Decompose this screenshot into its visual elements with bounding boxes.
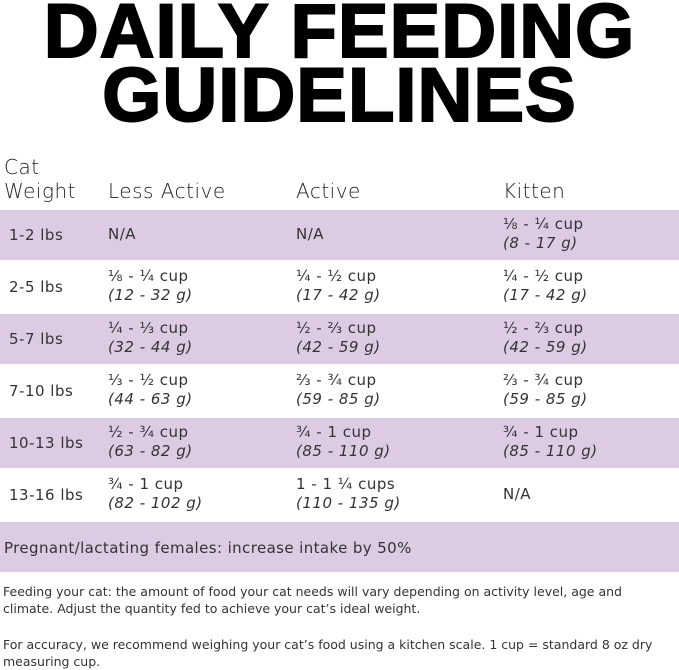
- active-cell: ¼ - ½ cup (17 - 42 g): [296, 267, 381, 305]
- cup-amount: ¾ - 1 cup: [296, 423, 372, 441]
- less-active-cell: ¾ - 1 cup (82 - 102 g): [108, 475, 203, 513]
- cup-amount: ⅔ - ¾ cup: [296, 371, 377, 389]
- table-row: 5-7 lbs ¼ - ⅓ cup (32 - 44 g) ½ - ⅔ cup (42 …: [0, 314, 679, 364]
- less-active-cell: ½ - ¾ cup (63 - 82 g): [108, 423, 193, 461]
- weight-cell: 10-13 lbs: [9, 434, 84, 452]
- cup-amount: ¼ - ½ cup: [503, 267, 584, 285]
- cup-amount: ¼ - ⅓ cup: [108, 319, 189, 337]
- cup-amount: ¾ - 1 cup: [503, 423, 579, 441]
- kitten-cell: ¾ - 1 cup (85 - 110 g): [503, 423, 598, 461]
- gram-amount: (59 - 85 g): [296, 390, 381, 408]
- less-active-cell: ⅓ - ½ cup (44 - 63 g): [108, 371, 193, 409]
- table-row: 7-10 lbs ⅓ - ½ cup (44 - 63 g) ⅔ - ¾ cup (59…: [0, 366, 679, 416]
- cup-amount: N/A: [108, 225, 137, 243]
- cup-amount: ½ - ⅔ cup: [503, 319, 584, 337]
- cup-amount: ¼ - ½ cup: [296, 267, 377, 285]
- active-cell: ⅔ - ¾ cup (59 - 85 g): [296, 371, 381, 409]
- header-weight-line1: Cat: [4, 155, 40, 179]
- active-cell: 1 - 1 ¼ cups (110 - 135 g): [296, 475, 401, 513]
- gram-amount: (85 - 110 g): [503, 442, 598, 460]
- weight-cell: 13-16 lbs: [9, 486, 84, 504]
- cup-amount: N/A: [503, 485, 532, 503]
- cup-amount: N/A: [296, 225, 325, 243]
- active-cell: ½ - ⅔ cup (42 - 59 g): [296, 319, 381, 357]
- gram-amount: (8 - 17 g): [503, 234, 578, 252]
- cup-amount: ¾ - 1 cup: [108, 475, 184, 493]
- kitten-cell: ⅔ - ¾ cup (59 - 85 g): [503, 371, 588, 409]
- weight-cell: 1-2 lbs: [9, 226, 64, 244]
- title-line-2: GUIDELINES: [101, 53, 577, 138]
- header-active: Active: [296, 179, 361, 203]
- weight-cell: 5-7 lbs: [9, 330, 64, 348]
- table-row: 13-16 lbs ¾ - 1 cup (82 - 102 g) 1 - 1 ¼ cu…: [0, 470, 679, 520]
- gram-amount: (82 - 102 g): [108, 494, 203, 512]
- cup-amount: ½ - ¾ cup: [108, 423, 189, 441]
- table-row: 1-2 lbs N/A N/A ⅛ - ¼ cup (8 - 17 g): [0, 210, 679, 260]
- active-cell: ¾ - 1 cup (85 - 110 g): [296, 423, 391, 461]
- cup-amount: ⅛ - ¼ cup: [108, 267, 189, 285]
- kitten-cell: ⅛ - ¼ cup (8 - 17 g): [503, 215, 584, 253]
- table-row: 10-13 lbs ½ - ¾ cup (63 - 82 g) ¾ - 1 cup (8…: [0, 418, 679, 468]
- cup-amount: ⅓ - ½ cup: [108, 371, 189, 389]
- less-active-cell: ¼ - ⅓ cup (32 - 44 g): [108, 319, 193, 357]
- gram-amount: (110 - 135 g): [296, 494, 401, 512]
- gram-amount: (44 - 63 g): [108, 390, 193, 408]
- cup-amount: ⅛ - ¼ cup: [503, 215, 584, 233]
- table-row: 2-5 lbs ⅛ - ¼ cup (12 - 32 g) ¼ - ½ cup (17 …: [0, 262, 679, 312]
- footer-paragraph-1: Feeding your cat: the amount of food you…: [3, 584, 622, 616]
- gram-amount: (42 - 59 g): [503, 338, 588, 356]
- kitten-cell: ½ - ⅔ cup (42 - 59 g): [503, 319, 588, 357]
- gram-amount: (42 - 59 g): [296, 338, 381, 356]
- active-cell: N/A: [296, 225, 324, 244]
- kitten-cell: N/A: [503, 485, 531, 504]
- footer-paragraph-2: For accuracy, we recommend weighing your…: [3, 637, 653, 669]
- gram-amount: (12 - 32 g): [108, 286, 193, 304]
- weight-cell: 7-10 lbs: [9, 382, 74, 400]
- header-weight: Cat Weight: [4, 155, 76, 203]
- header-kitten: Kitten: [503, 179, 566, 203]
- gram-amount: (63 - 82 g): [108, 442, 193, 460]
- gram-amount: (17 - 42 g): [503, 286, 588, 304]
- weight-cell: 2-5 lbs: [9, 278, 64, 296]
- header-less-active: Less Active: [108, 179, 226, 203]
- pregnant-note: Pregnant/lactating females: increase int…: [4, 539, 412, 557]
- less-active-cell: N/A: [108, 225, 136, 244]
- cup-amount: ½ - ⅔ cup: [296, 319, 377, 337]
- kitten-cell: ¼ - ½ cup (17 - 42 g): [503, 267, 588, 305]
- cup-amount: 1 - 1 ¼ cups: [296, 475, 396, 493]
- pregnant-note-row: Pregnant/lactating females: increase int…: [0, 522, 679, 572]
- gram-amount: (32 - 44 g): [108, 338, 193, 356]
- less-active-cell: ⅛ - ¼ cup (12 - 32 g): [108, 267, 193, 305]
- header-weight-line2: Weight: [4, 179, 76, 203]
- gram-amount: (17 - 42 g): [296, 286, 381, 304]
- gram-amount: (85 - 110 g): [296, 442, 391, 460]
- gram-amount: (59 - 85 g): [503, 390, 588, 408]
- cup-amount: ⅔ - ¾ cup: [503, 371, 584, 389]
- title-line-1: DAILY FEEDING: [43, 0, 636, 74]
